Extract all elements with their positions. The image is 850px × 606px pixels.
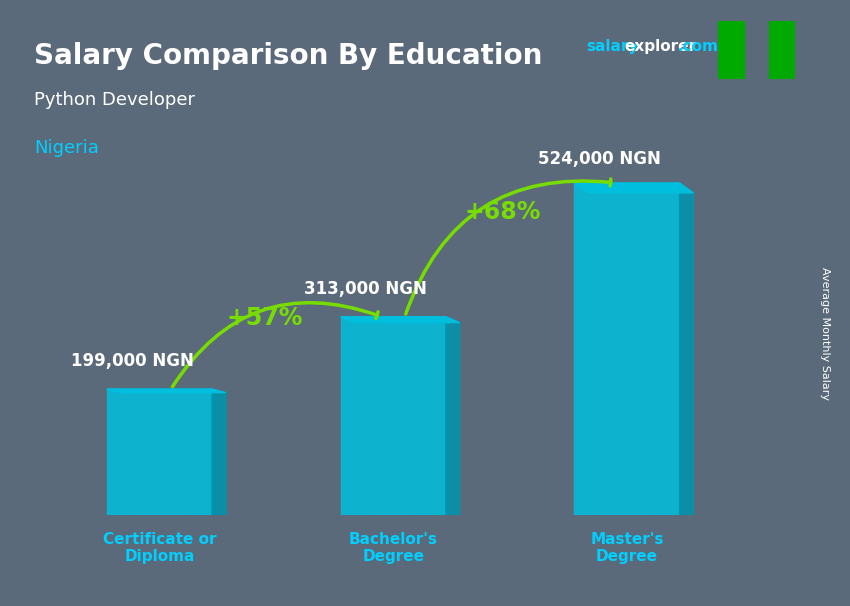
Polygon shape (107, 389, 226, 393)
Text: .com: .com (677, 39, 718, 55)
Polygon shape (445, 317, 460, 515)
Text: Python Developer: Python Developer (34, 91, 195, 109)
Text: salary: salary (586, 39, 639, 55)
Text: Nigeria: Nigeria (34, 139, 99, 158)
Text: 199,000 NGN: 199,000 NGN (71, 352, 194, 370)
Bar (769, 21, 795, 79)
Bar (341, 317, 445, 515)
Text: +68%: +68% (465, 200, 541, 224)
Text: +57%: +57% (226, 306, 303, 330)
Bar (575, 183, 679, 515)
Text: Salary Comparison By Education: Salary Comparison By Education (34, 42, 542, 70)
Bar (107, 389, 212, 515)
Polygon shape (575, 183, 694, 193)
Text: 524,000 NGN: 524,000 NGN (538, 150, 661, 168)
Polygon shape (212, 389, 226, 515)
Text: explorer: explorer (625, 39, 697, 55)
Polygon shape (341, 317, 460, 322)
Polygon shape (679, 183, 694, 515)
Text: Average Monthly Salary: Average Monthly Salary (819, 267, 830, 400)
Text: 313,000 NGN: 313,000 NGN (304, 280, 428, 298)
Bar (718, 21, 744, 79)
